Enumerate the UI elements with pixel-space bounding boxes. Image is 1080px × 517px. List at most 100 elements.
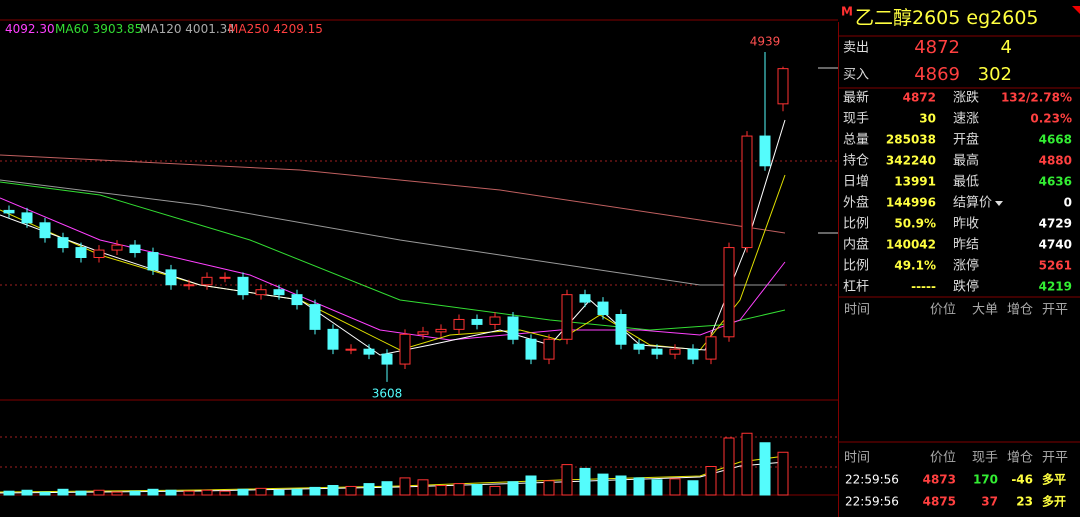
column-header: 增仓 [1007, 303, 1033, 318]
stat-label: 速涨 [953, 112, 979, 127]
stat-value: 4880 [1039, 154, 1072, 168]
column-header: 时间 [844, 303, 870, 318]
volume-bar [39, 491, 51, 496]
stat-value: 132/2.78% [1001, 91, 1072, 105]
volume-bar [705, 466, 717, 496]
candle-body [435, 328, 447, 333]
stat-label: 昨结 [953, 238, 979, 253]
volume-bar [129, 490, 141, 496]
candle-body [561, 294, 573, 340]
volume-bar [453, 483, 465, 496]
volume-bar [273, 489, 285, 496]
trade-cell: -46 [1011, 473, 1033, 487]
candle-body [75, 247, 87, 258]
order-volume: 302 [978, 64, 1012, 85]
volume-bar [93, 489, 105, 496]
stat-label: 日增 [843, 175, 869, 190]
stat-value: 140042 [886, 238, 936, 252]
volume-bar [399, 477, 411, 496]
volume-bar [669, 478, 681, 496]
candle-body [633, 343, 645, 350]
stat-value: 0 [1064, 196, 1072, 210]
candle-body [543, 338, 555, 360]
candle-body [507, 316, 519, 340]
legend-entry: MA250 4209.15 [228, 22, 323, 36]
trade-cell: 多开 [1042, 494, 1066, 509]
volume-bar [147, 488, 159, 496]
candle-body [471, 318, 483, 325]
volume-bar [777, 451, 789, 496]
order-price: 4869 [914, 64, 960, 85]
candle-body [165, 269, 177, 286]
candle-body [129, 244, 141, 254]
candle-body [237, 276, 249, 296]
stat-label: 杠杆 [843, 279, 869, 295]
badge: M [841, 5, 853, 19]
stat-value: 30 [919, 112, 936, 126]
volume-bar [291, 488, 303, 496]
legend-value: 4001.34 [185, 22, 235, 36]
column-header: 开平 [1042, 303, 1068, 318]
candle-body [381, 353, 393, 365]
moving-averages [0, 119, 786, 494]
volume-bar [165, 489, 177, 496]
quote-panel: M 乙二醇2605 eg2605 卖出 4872 4 买入 4869 302 最新 4872 涨跌 1… [841, 5, 1072, 509]
order-label: 买入 [843, 68, 869, 83]
volume-bar [183, 490, 195, 496]
stat-label: 最高 [953, 153, 979, 169]
stat-value: 144996 [886, 196, 936, 210]
volume-bar [633, 477, 645, 496]
instrument-title: 乙二醇2605 eg2605 [855, 7, 1039, 29]
stat-label: 最新 [843, 90, 869, 106]
volume-bar [363, 483, 375, 496]
candle-body [183, 284, 195, 287]
column-header: 时间 [844, 451, 870, 466]
candle-body [453, 318, 465, 330]
volume-bar [237, 488, 249, 496]
order-label: 卖出 [843, 41, 869, 56]
volume-bar [201, 489, 213, 496]
stat-label: 外盘 [843, 195, 869, 211]
instrument-code: eg2605 [966, 7, 1038, 29]
candle-body [777, 68, 789, 105]
volume-bar [759, 442, 771, 496]
candle-body [525, 338, 537, 360]
stat-value: 342240 [886, 154, 936, 168]
volume-bar [417, 479, 429, 496]
stat-value: 13991 [894, 175, 936, 189]
candle-body [147, 252, 159, 271]
candle-body [579, 294, 591, 303]
volume-bar [525, 475, 537, 496]
volume-bar [597, 473, 609, 496]
order-price: 4872 [914, 37, 960, 58]
legend-entry: MA60 3903.85 [55, 22, 142, 36]
stat-value: 285038 [886, 133, 936, 147]
volume-bar [507, 481, 519, 496]
legend-value: 4209.15 [273, 22, 323, 36]
volume-bar [57, 488, 69, 496]
volume-bar [435, 485, 447, 496]
trade-cell: 多平 [1042, 472, 1066, 487]
trade-cell: 4875 [923, 495, 956, 509]
volume-bar [75, 490, 87, 496]
trade-cell: 23 [1016, 495, 1033, 509]
candle-body [201, 276, 213, 286]
candle-body [21, 212, 33, 224]
legend-name: MA250 [228, 22, 269, 36]
candle-body [705, 336, 717, 360]
stat-label: 总量 [843, 133, 869, 148]
legend-value: 4092.30 [5, 22, 55, 36]
candle-body [615, 313, 627, 345]
volume-bar [255, 487, 267, 496]
candle-body [291, 294, 303, 306]
column-header: 增仓 [1007, 451, 1033, 466]
candle-body [345, 348, 357, 351]
candle-body [669, 348, 681, 355]
stat-label: 结算价 [953, 196, 992, 211]
stat-value: 4729 [1039, 217, 1072, 231]
stat-value: 5261 [1039, 259, 1072, 273]
column-header: 价位 [930, 303, 956, 318]
candle-body [219, 276, 231, 279]
candle-body [309, 304, 321, 330]
